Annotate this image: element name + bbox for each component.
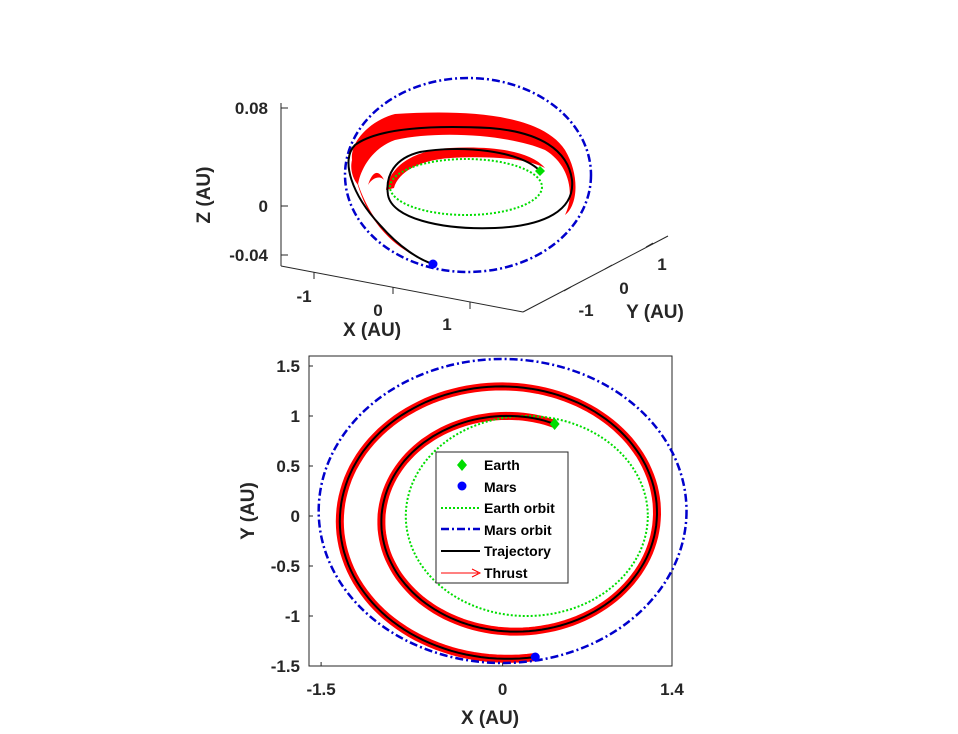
legend-label: Trajectory	[484, 543, 551, 559]
y-tick-label: 1.5	[276, 357, 300, 376]
y-tick-mark	[645, 242, 654, 248]
y-tick-label: 1	[657, 255, 666, 274]
z-axis-label: Z (AU)	[194, 167, 215, 224]
y-tick-label: -0.5	[271, 557, 300, 576]
earth-orbit-3d	[389, 158, 543, 216]
y-tick-label: 0	[291, 507, 300, 526]
y-tick-label: 0	[619, 279, 628, 298]
mars-marker	[530, 652, 540, 662]
legend-earth-swatch	[457, 459, 467, 471]
legend-mars-swatch	[457, 481, 467, 491]
thrust-band-3d	[351, 112, 576, 215]
plot-3d: 0.08 0 -0.04 -1 0 1 -1 0 1 X (AU) Y (AU)…	[194, 76, 684, 341]
y-tick-label: 0.5	[276, 457, 300, 476]
mars-orbit	[317, 357, 688, 665]
x-axis-line	[280, 265, 524, 313]
mars-orbit-3d	[343, 76, 593, 274]
y-axis-label: Y (AU)	[238, 482, 259, 540]
mars-marker-3d	[428, 259, 438, 269]
x-axis-label: X (AU)	[343, 320, 401, 341]
x-tick-label: -1.5	[306, 680, 335, 699]
y-tick-mark	[604, 264, 613, 270]
thrust-band-3d	[386, 147, 545, 190]
trajectory-3d	[347, 126, 574, 265]
z-tick-label: -0.04	[229, 246, 268, 265]
legend: Earth Mars Earth orbit Mars orbit Trajec…	[435, 451, 569, 584]
y-axis-label: Y (AU)	[626, 302, 684, 323]
plot-2d: -1.5 0 1.4 1.5 1 0.5 0 -0.5 -1 -1.5 X (AU) Y (AU)…	[238, 355, 688, 729]
legend-label: Thrust	[484, 565, 528, 581]
legend-box	[435, 451, 569, 584]
x-tick-label: 1	[442, 315, 451, 334]
earth-orbit	[404, 415, 649, 617]
z-tick-label: 0.08	[235, 99, 268, 118]
legend-label: Earth orbit	[484, 500, 555, 516]
y-tick-label: -1	[578, 301, 593, 320]
y-tick-label: -1.5	[271, 657, 300, 676]
x-tick-label: 1.4	[660, 680, 684, 699]
y-axis-line	[522, 235, 669, 313]
trajectory	[338, 385, 659, 660]
legend-label: Mars	[484, 479, 517, 495]
earth-marker	[549, 418, 560, 430]
legend-label: Mars orbit	[484, 522, 552, 538]
earth-marker-3d	[535, 166, 545, 176]
z-tick-label: 0	[259, 197, 268, 216]
legend-thrust-arrowhead	[471, 568, 482, 578]
x-tick-label: -1	[296, 287, 311, 306]
x-tick-label: 0	[498, 680, 507, 699]
y-tick-mark	[563, 286, 572, 292]
legend-label: Earth	[484, 457, 520, 473]
thrust-band-3d	[368, 172, 384, 185]
y-tick-label: 1	[291, 407, 300, 426]
y-tick-label: -1	[285, 607, 300, 626]
ticks-2d: -1.5 0 1.4 1.5 1 0.5 0 -0.5 -1 -1.5	[271, 357, 685, 699]
x-tick-label: 0	[373, 301, 382, 320]
x-axis-label: X (AU)	[461, 708, 519, 729]
